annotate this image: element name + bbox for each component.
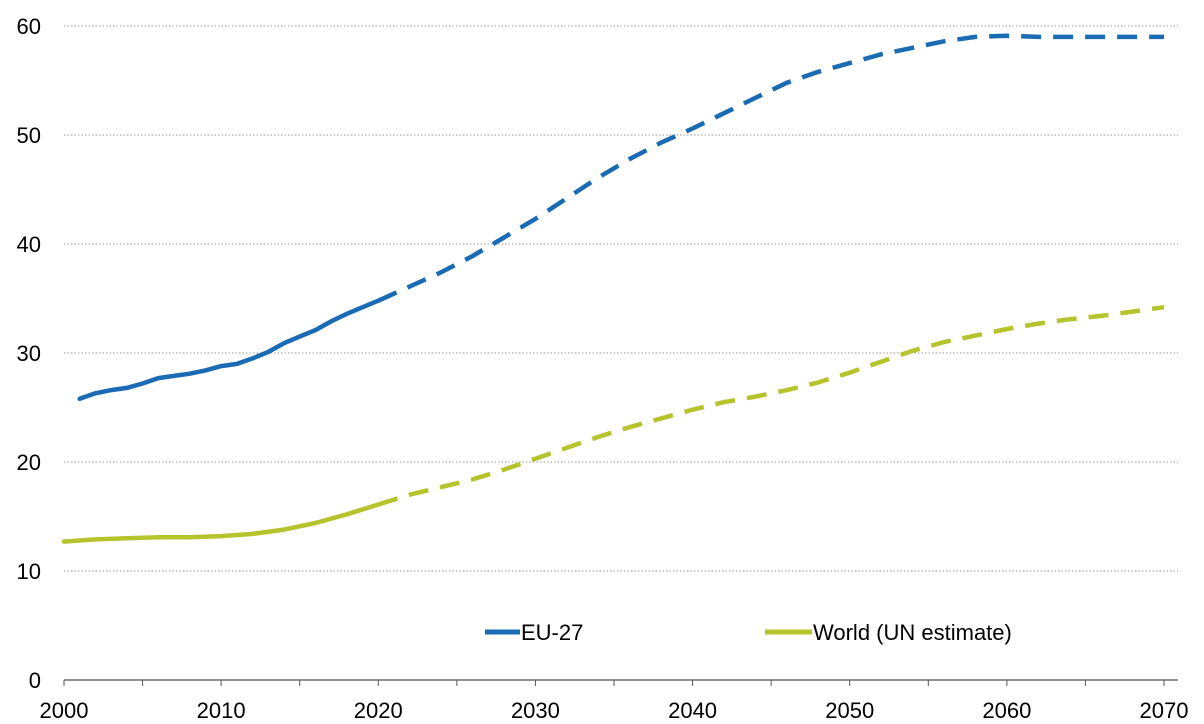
x-tick-label: 2060 [982,698,1031,723]
series-lines [61,33,1165,544]
y-tick-label: 40 [17,232,41,257]
x-tick-label: 2040 [668,698,717,723]
legend-label-eu27: EU-27 [521,620,583,645]
y-tick-label: 10 [17,559,41,584]
y-tick-label: 50 [17,123,41,148]
series-line-world-projected [377,304,1165,507]
x-tick-label: 2020 [354,698,403,723]
y-tick-label: 60 [17,14,41,39]
x-tick-label: 2010 [197,698,246,723]
y-tick-label: 20 [17,450,41,475]
x-tick-label: 2030 [511,698,560,723]
x-tick-label: 2070 [1140,698,1189,723]
legend-label-world: World (UN estimate) [813,620,1012,645]
gridlines [64,25,1178,572]
x-tick-label: 2050 [825,698,874,723]
series-line-eu27-projected [377,33,1164,303]
series-line-world-observed [61,502,381,544]
y-tick-label: 30 [17,341,41,366]
x-tick-label: 2000 [40,698,89,723]
y-tick-label: 0 [29,668,41,693]
legend: EU-27 World (UN estimate) [485,620,1012,645]
series-line-eu27-observed [77,298,381,402]
